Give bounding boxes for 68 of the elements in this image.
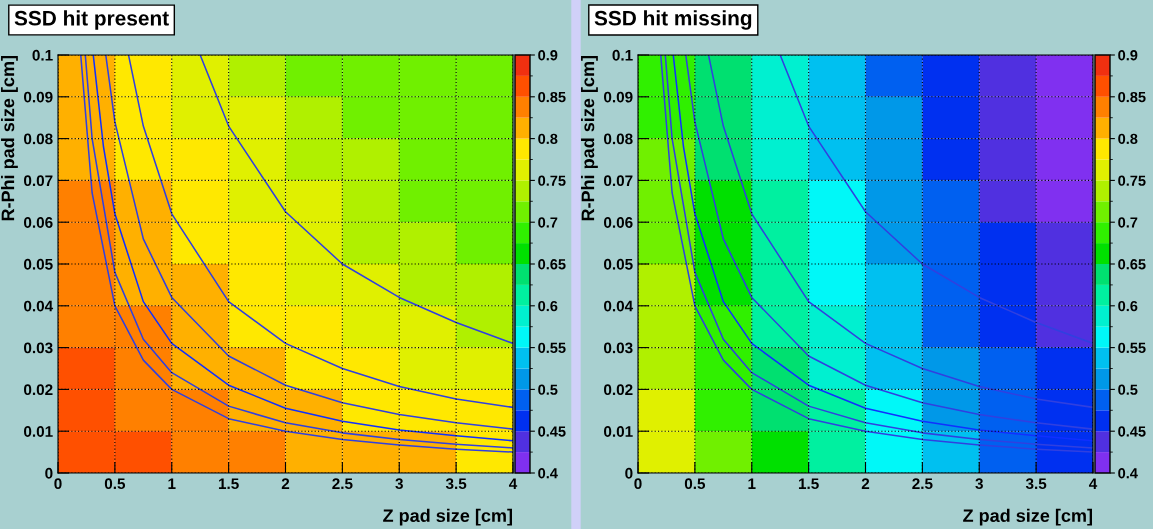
y-tick-label: 0.08	[604, 133, 633, 145]
x-tick-label: 2.5	[332, 478, 353, 490]
color-bar-label: 0.55	[1118, 342, 1146, 354]
y-tick-label: 0.07	[604, 175, 633, 187]
y-tick-label: 0.1	[32, 49, 53, 61]
y-tick-label: 0.05	[604, 258, 633, 270]
color-bar-label: 0.7	[538, 217, 558, 228]
y-tick-label: 0.1	[612, 49, 633, 61]
color-bar-label: 0.6	[538, 300, 558, 312]
color-bar-label: 0.7	[1118, 217, 1138, 228]
color-bar-label: 0.85	[538, 91, 566, 103]
x-tick-label: 3	[975, 478, 983, 490]
x-axis-title: Z pad size [cm]	[963, 508, 1092, 526]
color-bar-label: 0.4	[538, 468, 558, 479]
y-axis-title: R-Phi pad size [cm]	[1, 56, 18, 221]
x-tick-label: 0.5	[684, 478, 706, 490]
x-tick-label: 2	[861, 478, 870, 489]
x-tick-label: 2	[281, 478, 290, 489]
y-tick-label: 0.02	[24, 384, 53, 396]
color-bar-label: 0.8	[1118, 133, 1138, 145]
x-tick-label: 1	[168, 478, 176, 489]
x-tick-label: 4	[1088, 478, 1098, 489]
x-tick-label: 3	[395, 478, 403, 490]
color-bar-label: 0.4	[1118, 468, 1138, 479]
color-bar-label: 0.45	[1118, 426, 1146, 437]
color-bar-label: 0.65	[1118, 259, 1146, 270]
y-tick-label: 0.08	[24, 133, 53, 145]
y-axis-title: R-Phi pad size [cm]	[581, 56, 598, 221]
color-bar-label: 0.5	[1118, 384, 1138, 395]
y-tick-label: 0.09	[24, 91, 53, 103]
color-bar-label: 0.75	[1118, 175, 1146, 186]
y-tick-label: 0.06	[24, 217, 53, 228]
x-tick-label: 1.5	[218, 478, 239, 490]
y-tick-label: 0.04	[604, 300, 634, 312]
x-tick-label: 3.5	[445, 478, 467, 490]
x-tick-label: 3.5	[1025, 478, 1047, 490]
y-tick-label: 0	[45, 467, 53, 479]
y-tick-label: 0.07	[24, 175, 53, 187]
color-bar-label: 0.55	[538, 342, 566, 354]
y-tick-label: 0.03	[604, 342, 633, 354]
y-tick-label: 0	[625, 467, 633, 479]
chart-title: SSD hit present	[14, 10, 169, 30]
y-tick-label: 0.01	[24, 426, 53, 437]
y-tick-label: 0.01	[604, 426, 633, 437]
y-tick-label: 0.06	[604, 217, 633, 228]
color-bar-label: 0.9	[538, 50, 558, 61]
color-bar-label: 0.9	[1118, 50, 1138, 61]
x-tick-label: 1.5	[798, 478, 819, 490]
color-bar-label: 0.45	[538, 426, 566, 437]
x-tick-label: 2.5	[912, 478, 933, 490]
x-tick-label: 0	[634, 478, 642, 490]
x-tick-label: 0.5	[104, 478, 126, 490]
color-bar-label: 0.75	[538, 175, 566, 186]
y-tick-label: 0.04	[24, 300, 54, 312]
chart-title: SSD hit missing	[594, 10, 752, 30]
x-tick-label: 4	[508, 478, 518, 489]
color-bar-label: 0.6	[1118, 300, 1138, 312]
y-tick-label: 0.03	[24, 342, 53, 354]
x-tick-label: 0	[54, 478, 62, 490]
y-tick-label: 0.09	[604, 91, 633, 103]
y-tick-label: 0.05	[24, 258, 53, 270]
x-axis-title: Z pad size [cm]	[383, 508, 512, 526]
color-bar-label: 0.8	[538, 133, 558, 145]
y-tick-label: 0.02	[604, 384, 633, 396]
x-tick-label: 1	[748, 478, 756, 489]
color-bar-label: 0.5	[538, 384, 558, 395]
color-bar-label: 0.85	[1118, 91, 1146, 103]
color-bar-label: 0.65	[538, 259, 566, 270]
